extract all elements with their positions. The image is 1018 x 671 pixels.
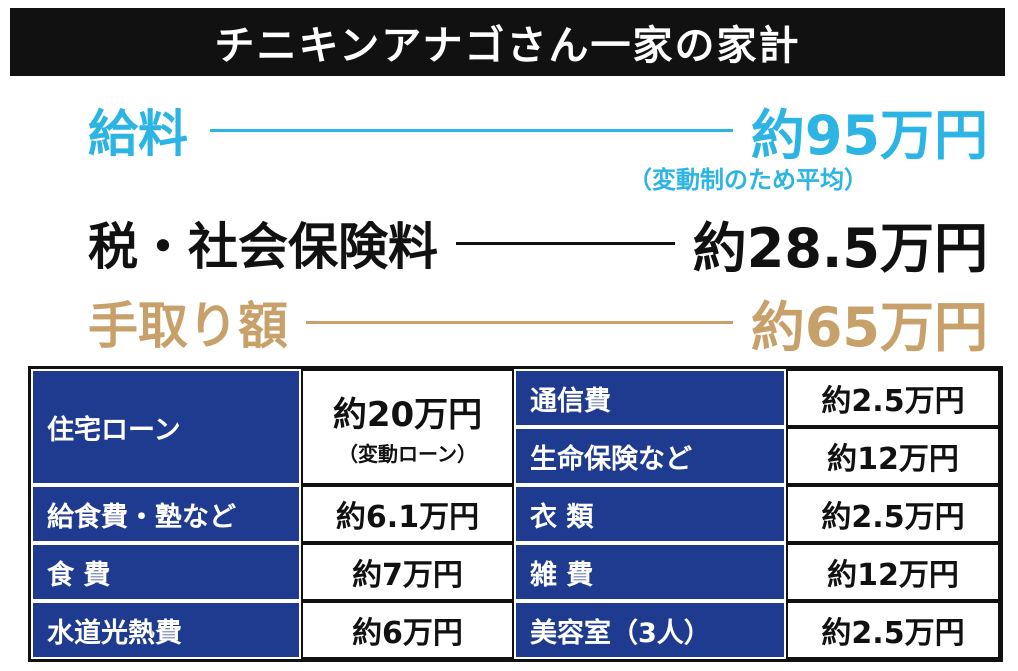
- salary-row: 給料 約95万円: [88, 95, 988, 167]
- expense-value-housing-note: （変動ローン）: [338, 442, 477, 466]
- tax-value: 約28.5万円: [692, 216, 988, 280]
- expense-value-communication: 約2.5万円: [786, 369, 1000, 427]
- expense-value-misc: 約12万円: [786, 543, 1000, 601]
- expense-category-misc: 雑 費: [514, 543, 786, 601]
- expense-value-clothing: 約2.5万円: [786, 485, 1000, 543]
- expense-category-housing: 住宅ローン: [31, 369, 301, 485]
- tax-label: 税・社会保険料: [88, 218, 438, 276]
- expense-category-food: 食 費: [31, 543, 301, 601]
- salary-label: 給料: [88, 105, 188, 163]
- takehome-value: 約65万円: [750, 295, 988, 359]
- takehome-row: 手取り額 約65万円: [88, 287, 988, 359]
- expense-category-clothing: 衣 類: [514, 485, 786, 543]
- expense-value-insurance: 約12万円: [786, 427, 1000, 485]
- expense-table: 住宅ローン 約20万円 （変動ローン） 通信費 約2.5万円 生命保険など 約1…: [28, 366, 1003, 662]
- expense-category-school: 給食費・塾など: [31, 485, 301, 543]
- expense-value-housing: 約20万円 （変動ローン）: [301, 369, 514, 485]
- expense-value-food: 約7万円: [301, 543, 514, 601]
- expense-category-utilities: 水道光熱費: [31, 601, 301, 659]
- expense-value-school: 約6.1万円: [301, 485, 514, 543]
- salary-leader-line: [210, 128, 733, 132]
- salary-note: （変動制のため平均）: [628, 166, 868, 194]
- tax-row: 税・社会保険料 約28.5万円: [88, 208, 988, 280]
- expense-category-salon: 美容室（3人）: [514, 601, 786, 659]
- expense-category-insurance: 生命保険など: [514, 427, 786, 485]
- salary-value: 約95万円: [750, 103, 988, 167]
- expense-value-salon: 約2.5万円: [786, 601, 1000, 659]
- expense-category-communication: 通信費: [514, 369, 786, 427]
- page-title: チニキンアナゴさん一家の家計: [10, 8, 1005, 76]
- expense-value-utilities: 約6万円: [301, 601, 514, 659]
- takehome-leader-line: [306, 320, 733, 324]
- takehome-label: 手取り額: [88, 297, 288, 355]
- expense-value-housing-amount: 約20万円: [332, 395, 483, 435]
- tax-leader-line: [456, 241, 675, 245]
